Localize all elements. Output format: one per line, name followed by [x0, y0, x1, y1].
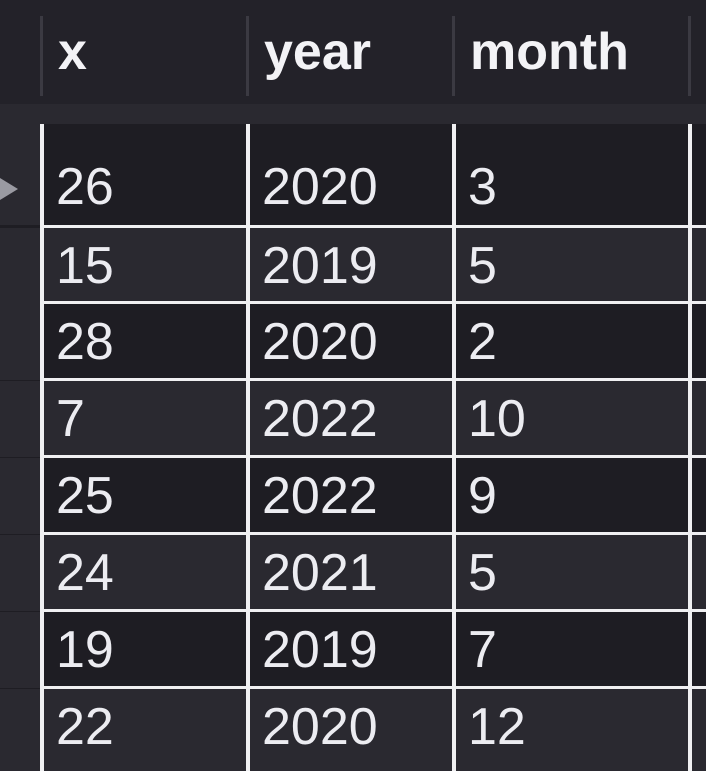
row-divider: [40, 378, 706, 381]
cell-year[interactable]: 2020: [262, 157, 378, 216]
header-separator[interactable]: [452, 16, 455, 96]
row-divider: [40, 686, 706, 689]
cell-x[interactable]: 19: [56, 621, 114, 679]
row-divider: [40, 301, 706, 304]
cell-year[interactable]: 2019: [262, 237, 378, 295]
right-triangle-icon: [0, 178, 18, 200]
cell-month[interactable]: 9: [468, 467, 497, 525]
cell-x[interactable]: 7: [56, 390, 85, 448]
row-gutter[interactable]: [0, 612, 40, 688]
table-row[interactable]: 25 2022 9: [0, 458, 706, 534]
row-divider: [40, 609, 706, 612]
header-separator[interactable]: [246, 16, 249, 96]
cell-year[interactable]: 2020: [262, 313, 378, 371]
row-gutter[interactable]: [0, 124, 40, 225]
table-row[interactable]: 15 2019 5: [0, 228, 706, 304]
row-gutter[interactable]: [0, 535, 40, 611]
table-row[interactable]: 22 2020 12: [0, 689, 706, 771]
cell-year[interactable]: 2019: [262, 621, 378, 679]
cell-year[interactable]: 2021: [262, 544, 378, 602]
row-gutter[interactable]: [0, 228, 40, 304]
cell-x[interactable]: 15: [56, 237, 114, 295]
grid-header: x year month: [0, 0, 706, 104]
header-separator: [40, 16, 43, 96]
table-row[interactable]: 26 2020 3: [0, 124, 706, 225]
column-divider: [40, 124, 44, 771]
cell-year[interactable]: 2022: [262, 467, 378, 525]
cell-month[interactable]: 2: [468, 313, 497, 371]
cell-x[interactable]: 24: [56, 544, 114, 602]
cell-year[interactable]: 2020: [262, 698, 378, 756]
cell-year[interactable]: 2022: [262, 390, 378, 448]
cell-x[interactable]: 22: [56, 698, 114, 756]
cell-x[interactable]: 26: [56, 157, 114, 216]
table-row[interactable]: 19 2019 7: [0, 612, 706, 688]
cell-month[interactable]: 12: [468, 698, 526, 756]
column-divider: [246, 124, 250, 771]
cell-month[interactable]: 7: [468, 621, 497, 679]
column-header-x[interactable]: x: [58, 23, 87, 81]
column-header-year[interactable]: year: [264, 23, 371, 81]
row-gutter[interactable]: [0, 689, 40, 771]
row-divider: [40, 455, 706, 458]
row-gutter[interactable]: [0, 381, 40, 457]
cell-month[interactable]: 5: [468, 237, 497, 295]
cell-month[interactable]: 10: [468, 390, 526, 448]
row-gutter[interactable]: [0, 458, 40, 534]
header-separator[interactable]: [688, 16, 691, 96]
row-divider: [40, 225, 706, 228]
column-divider: [452, 124, 456, 771]
row-gutter[interactable]: [0, 304, 40, 380]
row-divider: [40, 532, 706, 535]
cell-month[interactable]: 3: [468, 157, 497, 216]
table-row[interactable]: 24 2021 5: [0, 535, 706, 611]
cell-month[interactable]: 5: [468, 544, 497, 602]
column-header-month[interactable]: month: [470, 23, 629, 81]
table-row[interactable]: 28 2020 2: [0, 304, 706, 380]
cell-x[interactable]: 28: [56, 313, 114, 371]
cell-x[interactable]: 25: [56, 467, 114, 525]
header-divider: [0, 104, 706, 124]
table-row[interactable]: 7 2022 10: [0, 381, 706, 457]
column-divider: [688, 124, 692, 771]
